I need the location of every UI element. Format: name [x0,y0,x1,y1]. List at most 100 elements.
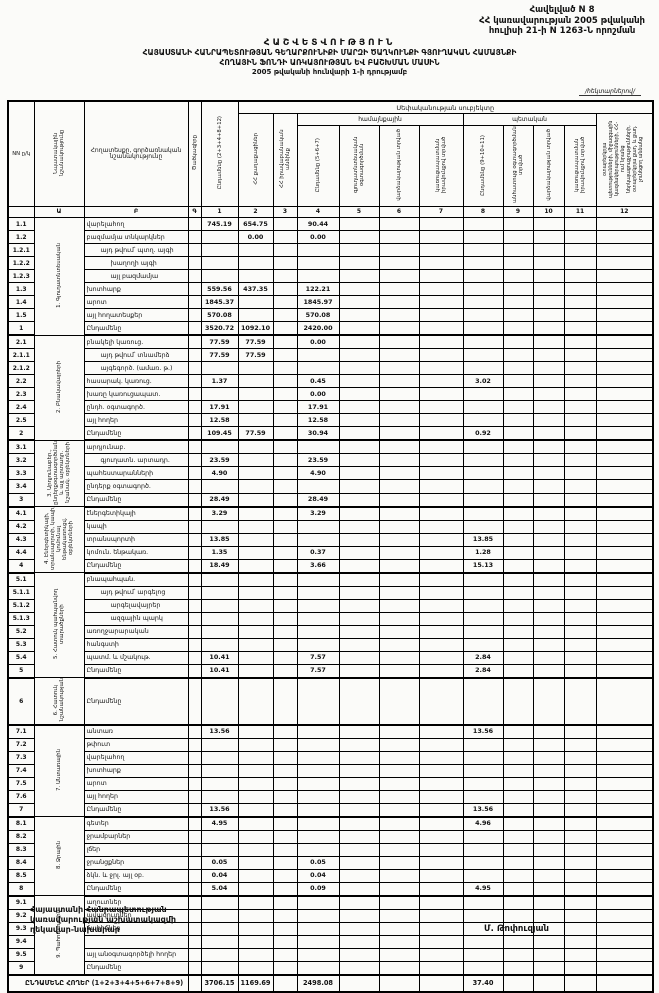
value-cell [563,750,597,765]
value-cell: 1169.69 [237,973,274,993]
value-cell [237,466,274,481]
value-cell [563,558,597,574]
value-cell [200,750,239,765]
value-cell [378,295,420,309]
value-cell [532,282,565,296]
table-row: 9.5 այլ անօգտագործելի հողեր [7,947,654,962]
land-type-label: Ընդամենը [83,881,189,897]
value-cell [237,374,274,388]
land-type-label: կապի [83,519,189,534]
value-cell [378,624,420,639]
value-cell [595,921,654,936]
value-cell [462,243,504,257]
value-cell [595,868,654,883]
row-number: 8.2 [7,829,35,844]
table-row: 1.5 այլ հողատեսքեր 570.08 570.08 [7,308,654,322]
value-cell: 0.00 [296,387,340,401]
value-cell [418,321,464,336]
value-cell [595,400,654,414]
land-type-label: այլ բազմամյա [83,269,189,283]
value-cell [418,585,464,600]
value-cell [378,855,420,870]
land-type-label: Ընդամենը [83,426,189,441]
value-cell [338,763,380,778]
value-cell [418,269,464,283]
value-cell [462,868,504,883]
value-cell [237,842,274,857]
value-cell: 3706.15 [200,973,239,993]
value-cell [462,282,504,296]
value-cell [563,413,597,427]
code-cell [187,532,202,547]
value-cell [338,663,380,679]
value-cell [272,558,298,574]
value-cell [502,960,534,976]
value-cell [462,217,504,231]
value-cell [563,374,597,388]
value-cell [338,439,380,455]
section-label: 5. Հատուկ պահպանվող տարածքների [33,572,85,679]
code-cell [187,624,202,639]
value-cell [563,492,597,508]
table-row: 3.4 ընդերք օգտագործ. [7,479,654,494]
code-cell [187,802,202,818]
value-cell [200,763,239,778]
value-cell [338,558,380,574]
value-cell [418,439,464,455]
section-label-text: 5. Հատուկ պահպանվող տարածքների [53,589,65,660]
value-cell [502,308,534,322]
code-cell [187,334,202,349]
code-cell [187,466,202,481]
value-cell [272,750,298,765]
value-cell [296,348,340,362]
value-cell [237,881,274,897]
value-cell [338,585,380,600]
land-type-label: այլ անօգտագործելի հողեր [83,947,189,962]
code-cell [187,479,202,494]
value-cell [595,321,654,336]
value-cell [462,624,504,639]
value-cell [462,908,504,923]
value-cell [272,532,298,547]
value-cell: 77.59 [237,348,274,362]
footer-line1: Հայաստանի Հանրապետության [30,905,167,914]
col-header-build-right-community: կառուցապատման իրավունքով տրված [418,125,464,207]
value-cell [462,855,504,870]
value-cell [237,921,274,936]
value-cell [595,426,654,441]
code-cell [187,308,202,322]
value-cell [532,492,565,508]
table-row: 8.4 ջրանցքներ 0.05 0.05 [7,855,654,870]
table-row: 7.5 արոտ [7,776,654,791]
value-cell [296,532,340,547]
value-cell [563,453,597,468]
value-cell [272,611,298,626]
value-cell [378,611,420,626]
value-cell [272,677,298,726]
value-cell [338,921,380,936]
value-cell [338,908,380,923]
value-cell [200,947,239,962]
value-cell [532,724,565,739]
land-type-label: արոտ [83,295,189,309]
value-cell [595,256,654,270]
row-number: 3.1 [7,439,35,455]
col-header-community-total: Ընդամենը (5+6+7) [296,125,340,207]
value-cell [502,611,534,626]
row-number: 2.2 [7,374,35,388]
unit-note: /հեկտարներով/ [579,88,641,96]
value-cell [272,829,298,844]
value-cell [595,750,654,765]
col-header-leased-state: վարձակալության տրված [532,125,565,207]
land-type-label: Ընդամենը [83,558,189,574]
value-cell [272,545,298,560]
signature-name: Մ. Թոփուզյան [484,924,549,934]
row-number: 2.1.2 [7,361,35,375]
value-cell [200,387,239,401]
value-cell [338,947,380,962]
report-title: ՀԱՇՎԵՏՎՈՒԹՅՈՒՆ [263,38,396,48]
row-number: 5.2 [7,624,35,639]
land-type-label: ընդերք օգտագործ. [83,479,189,494]
value-cell [563,334,597,349]
value-cell [237,269,274,283]
